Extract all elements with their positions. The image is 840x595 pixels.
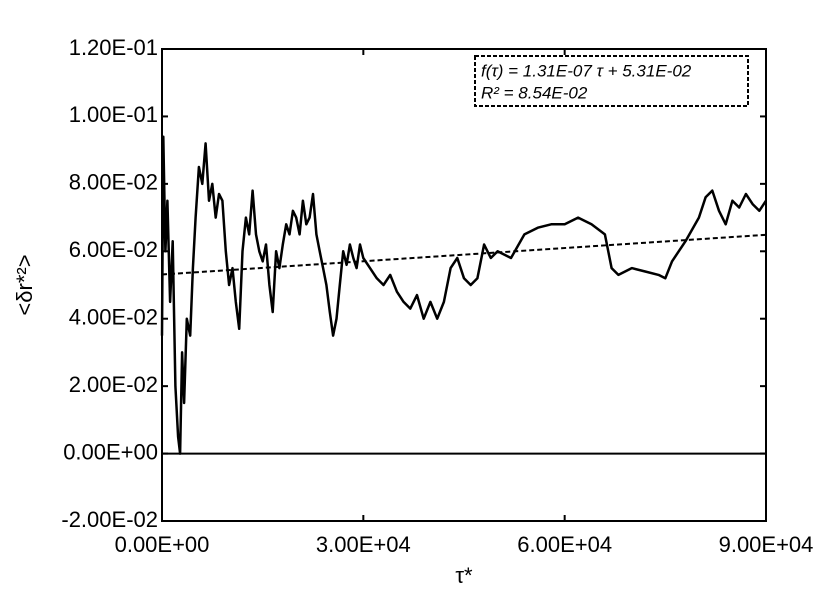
x-tick-label: 0.00E+00	[115, 532, 210, 557]
y-tick-label: 4.00E-02	[69, 305, 158, 330]
y-tick-label: 6.00E-02	[69, 237, 158, 262]
x-tick-label: 6.00E+04	[517, 532, 612, 557]
x-tick-label: 3.00E+04	[316, 532, 411, 557]
y-tick-label: 8.00E-02	[69, 170, 158, 195]
y-axis-label: <δr*²>	[12, 254, 37, 315]
plot-frame	[161, 48, 767, 522]
x-tick-label: 9.00E+04	[719, 532, 814, 557]
y-tick-label: 1.00E-01	[69, 102, 158, 127]
y-tick-label: 2.00E-02	[69, 372, 158, 397]
annotation: R² = 8.54E-02	[481, 83, 588, 102]
y-tick-label: 0.00E+00	[63, 439, 158, 464]
data-line	[160, 135, 768, 455]
trend-line	[161, 233, 767, 276]
x-axis-label: τ*	[455, 563, 473, 588]
y-tick-label: 1.20E-01	[69, 35, 158, 60]
annotation-box	[474, 55, 749, 107]
annotation: f(τ) = 1.31E-07 τ + 5.31E-02	[481, 61, 692, 80]
y-tick-label: -2.00E-02	[61, 507, 158, 532]
